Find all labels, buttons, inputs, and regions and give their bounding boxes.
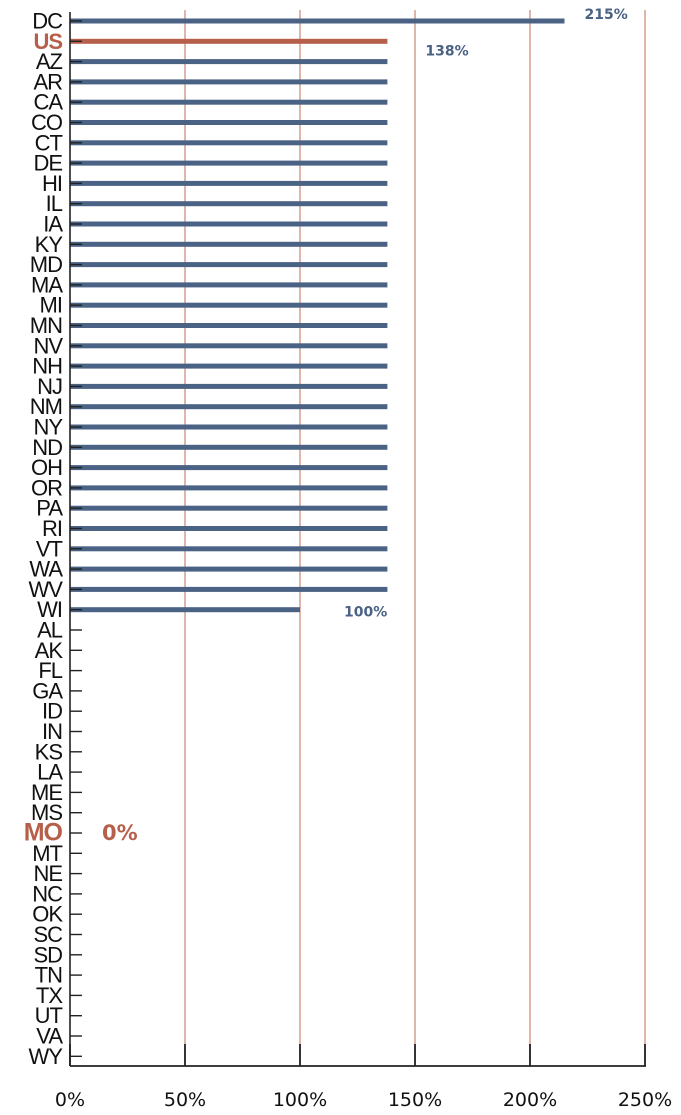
category-label-vt: VT: [36, 536, 63, 561]
category-label-in: IN: [42, 719, 62, 744]
category-label-al: AL: [37, 618, 63, 643]
data-label-wi: 100%: [344, 605, 387, 621]
data-label-us: 138%: [425, 43, 468, 59]
bar-mn: [70, 323, 388, 328]
category-label-mo: MO: [24, 819, 63, 847]
category-label-mt: MT: [32, 841, 62, 866]
bar-md: [70, 262, 388, 268]
category-label-ok: OK: [32, 902, 63, 927]
bar-hi: [70, 180, 388, 186]
category-label-ky: KY: [35, 232, 64, 257]
category-label-ia: IA: [43, 212, 63, 237]
category-label-or: OR: [31, 475, 62, 500]
x-tick-label-200: 200%: [503, 1089, 557, 1111]
bar-or: [70, 485, 388, 491]
bar-de: [70, 160, 388, 166]
category-label-sc: SC: [33, 922, 63, 947]
category-label-ms: MS: [31, 800, 62, 825]
category-label-wi: WI: [37, 597, 62, 622]
category-label-fl: FL: [38, 658, 62, 683]
category-label-ar: AR: [33, 69, 62, 94]
bar-nj: [70, 383, 388, 389]
bar-ma: [70, 282, 388, 288]
category-label-la: LA: [37, 760, 63, 785]
bar-nv: [70, 343, 388, 349]
x-tick-label-100: 100%: [273, 1089, 327, 1111]
category-label-va: VA: [36, 1024, 63, 1049]
category-label-ny: NY: [33, 415, 63, 440]
bar-nm: [70, 404, 388, 410]
bar-us: [70, 38, 388, 44]
category-label-ne: NE: [33, 861, 62, 886]
category-label-ri: RI: [42, 516, 62, 541]
category-label-us: US: [33, 29, 62, 54]
category-label-wy: WY: [29, 1044, 64, 1069]
category-label-ca: CA: [33, 90, 63, 115]
bar-pa: [70, 505, 388, 511]
bar-oh: [70, 465, 388, 471]
bar-az: [70, 59, 388, 65]
category-label-ma: MA: [31, 272, 63, 297]
bar-ar: [70, 79, 388, 85]
bar-ny: [70, 424, 388, 430]
category-label-az: AZ: [36, 49, 63, 74]
bar-ia: [70, 221, 388, 227]
category-label-sd: SD: [33, 942, 62, 967]
bar-ky: [70, 241, 388, 247]
category-label-mn: MN: [30, 313, 62, 338]
bar-dc: [70, 18, 565, 24]
bar-nh: [70, 363, 388, 369]
category-label-de: DE: [33, 151, 62, 176]
category-label-tn: TN: [35, 963, 62, 988]
category-label-nv: NV: [33, 333, 63, 358]
category-label-ct: CT: [35, 130, 63, 155]
category-label-me: ME: [31, 780, 62, 805]
x-tick-label-250: 250%: [618, 1089, 672, 1111]
bar-co: [70, 120, 388, 125]
bar-ri: [70, 526, 388, 531]
x-tick-label-150: 150%: [388, 1089, 442, 1111]
category-label-oh: OH: [31, 455, 62, 480]
category-label-mi: MI: [40, 293, 62, 318]
bar-ca: [70, 99, 388, 105]
category-label-hi: HI: [42, 171, 62, 196]
category-label-tx: TX: [36, 983, 63, 1008]
x-tick-label-0: 0%: [55, 1089, 85, 1111]
bar-vt: [70, 546, 388, 552]
category-label-wa: WA: [29, 557, 63, 582]
category-label-ak: AK: [35, 638, 64, 663]
category-label-nm: NM: [30, 394, 62, 419]
bar-wv: [70, 586, 388, 592]
bar-wi: [70, 607, 300, 613]
bar-nd: [70, 444, 388, 450]
category-label-wv: WV: [29, 577, 64, 602]
category-label-il: IL: [46, 191, 63, 216]
category-label-nh: NH: [32, 354, 62, 379]
category-label-pa: PA: [36, 496, 63, 521]
category-label-nc: NC: [32, 881, 63, 906]
data-label-dc: 215%: [585, 7, 628, 23]
category-label-ut: UT: [35, 1003, 63, 1028]
category-label-dc: DC: [32, 9, 63, 34]
category-label-co: CO: [31, 110, 63, 135]
category-label-md: MD: [30, 252, 62, 277]
category-label-nd: ND: [32, 435, 62, 460]
bar-ct: [70, 140, 388, 146]
bar-mi: [70, 302, 388, 308]
data-label-mo: 0%: [102, 821, 138, 845]
x-tick-label-50: 50%: [164, 1089, 206, 1111]
category-label-ga: GA: [32, 678, 63, 703]
category-label-ks: KS: [35, 739, 63, 764]
bar-il: [70, 201, 388, 207]
category-label-nj: NJ: [37, 374, 62, 399]
bar-wa: [70, 566, 388, 572]
category-label-id: ID: [42, 699, 62, 724]
